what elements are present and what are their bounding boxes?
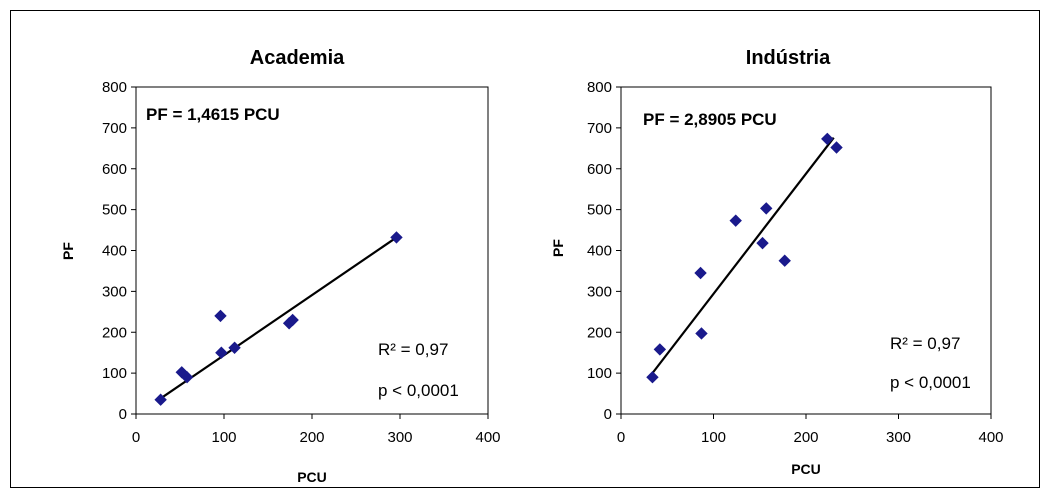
p-value-label: p < 0,0001 (890, 373, 971, 392)
y-tick-label: 100 (587, 365, 612, 382)
y-tick-label: 500 (587, 202, 612, 219)
x-axis-label: PCU (297, 469, 327, 485)
chart-title: Indústria (746, 47, 831, 69)
y-tick-label: 500 (102, 202, 127, 219)
axis-ticks: 0 100 200 300 400 500 600 700 800 0 100 200 300 400 (587, 79, 1004, 446)
x-tick-label: 400 (475, 429, 500, 446)
y-tick-label: 700 (102, 120, 127, 137)
y-tick-label: 300 (102, 283, 127, 300)
y-tick-label: 400 (587, 243, 612, 260)
chart-panel-industria: Indústria PCU PF PF = 2,8905 PCU R² = 0,… (550, 47, 1004, 477)
y-tick-label: 200 (587, 324, 612, 341)
x-tick-label: 0 (617, 429, 625, 446)
data-point (214, 309, 227, 323)
data-point (646, 371, 659, 384)
data-marks (154, 231, 403, 406)
data-point (756, 236, 769, 250)
r-squared-label: R² = 0,97 (378, 340, 448, 359)
data-point (694, 266, 707, 280)
y-tick-label: 800 (587, 79, 612, 96)
data-point (286, 313, 299, 327)
data-point (778, 254, 791, 267)
x-tick-label: 200 (299, 429, 324, 446)
y-tick-label: 600 (587, 161, 612, 178)
x-tick-label: 100 (701, 429, 726, 446)
data-marks (646, 132, 843, 384)
y-tick-label: 600 (102, 161, 127, 178)
data-point (228, 341, 241, 354)
data-point (695, 327, 708, 340)
data-point (729, 214, 742, 227)
y-tick-label: 800 (102, 79, 127, 96)
data-point (830, 141, 843, 154)
regression-equation: PF = 2,8905 PCU (643, 110, 777, 129)
y-axis-label: PF (60, 242, 76, 260)
data-point (653, 343, 667, 356)
x-tick-label: 100 (211, 429, 236, 446)
y-tick-label: 0 (119, 406, 127, 423)
y-tick-label: 300 (587, 283, 612, 300)
data-point (760, 202, 773, 215)
data-point (180, 371, 194, 384)
y-tick-label: 400 (102, 243, 127, 260)
chart-title: Academia (250, 47, 345, 69)
regression-equation: PF = 1,4615 PCU (146, 105, 280, 124)
p-value-label: p < 0,0001 (378, 381, 459, 400)
y-tick-label: 0 (604, 406, 612, 423)
data-point (390, 231, 403, 244)
x-tick-label: 300 (886, 429, 911, 446)
data-point (215, 346, 228, 359)
y-tick-label: 700 (587, 120, 612, 137)
y-tick-label: 100 (102, 365, 127, 382)
data-point (821, 132, 834, 146)
x-tick-label: 200 (793, 429, 818, 446)
plot-area (620, 86, 992, 415)
plot-area (135, 86, 489, 415)
chart-panel-academia: Academia PCU PF PF = 1,4615 PCU R² = 0,9… (60, 47, 501, 485)
x-tick-label: 400 (978, 429, 1003, 446)
trendline (651, 137, 835, 374)
y-axis-label: PF (550, 239, 566, 257)
x-tick-label: 0 (132, 429, 140, 446)
trendline (160, 236, 398, 400)
x-axis-label: PCU (791, 461, 821, 477)
y-tick-label: 200 (102, 324, 127, 341)
r-squared-label: R² = 0,97 (890, 334, 960, 353)
axis-ticks: 0 100 200 300 400 500 600 700 800 0 100 200 300 400 (102, 79, 501, 446)
x-tick-label: 300 (387, 429, 412, 446)
data-point (154, 393, 167, 406)
